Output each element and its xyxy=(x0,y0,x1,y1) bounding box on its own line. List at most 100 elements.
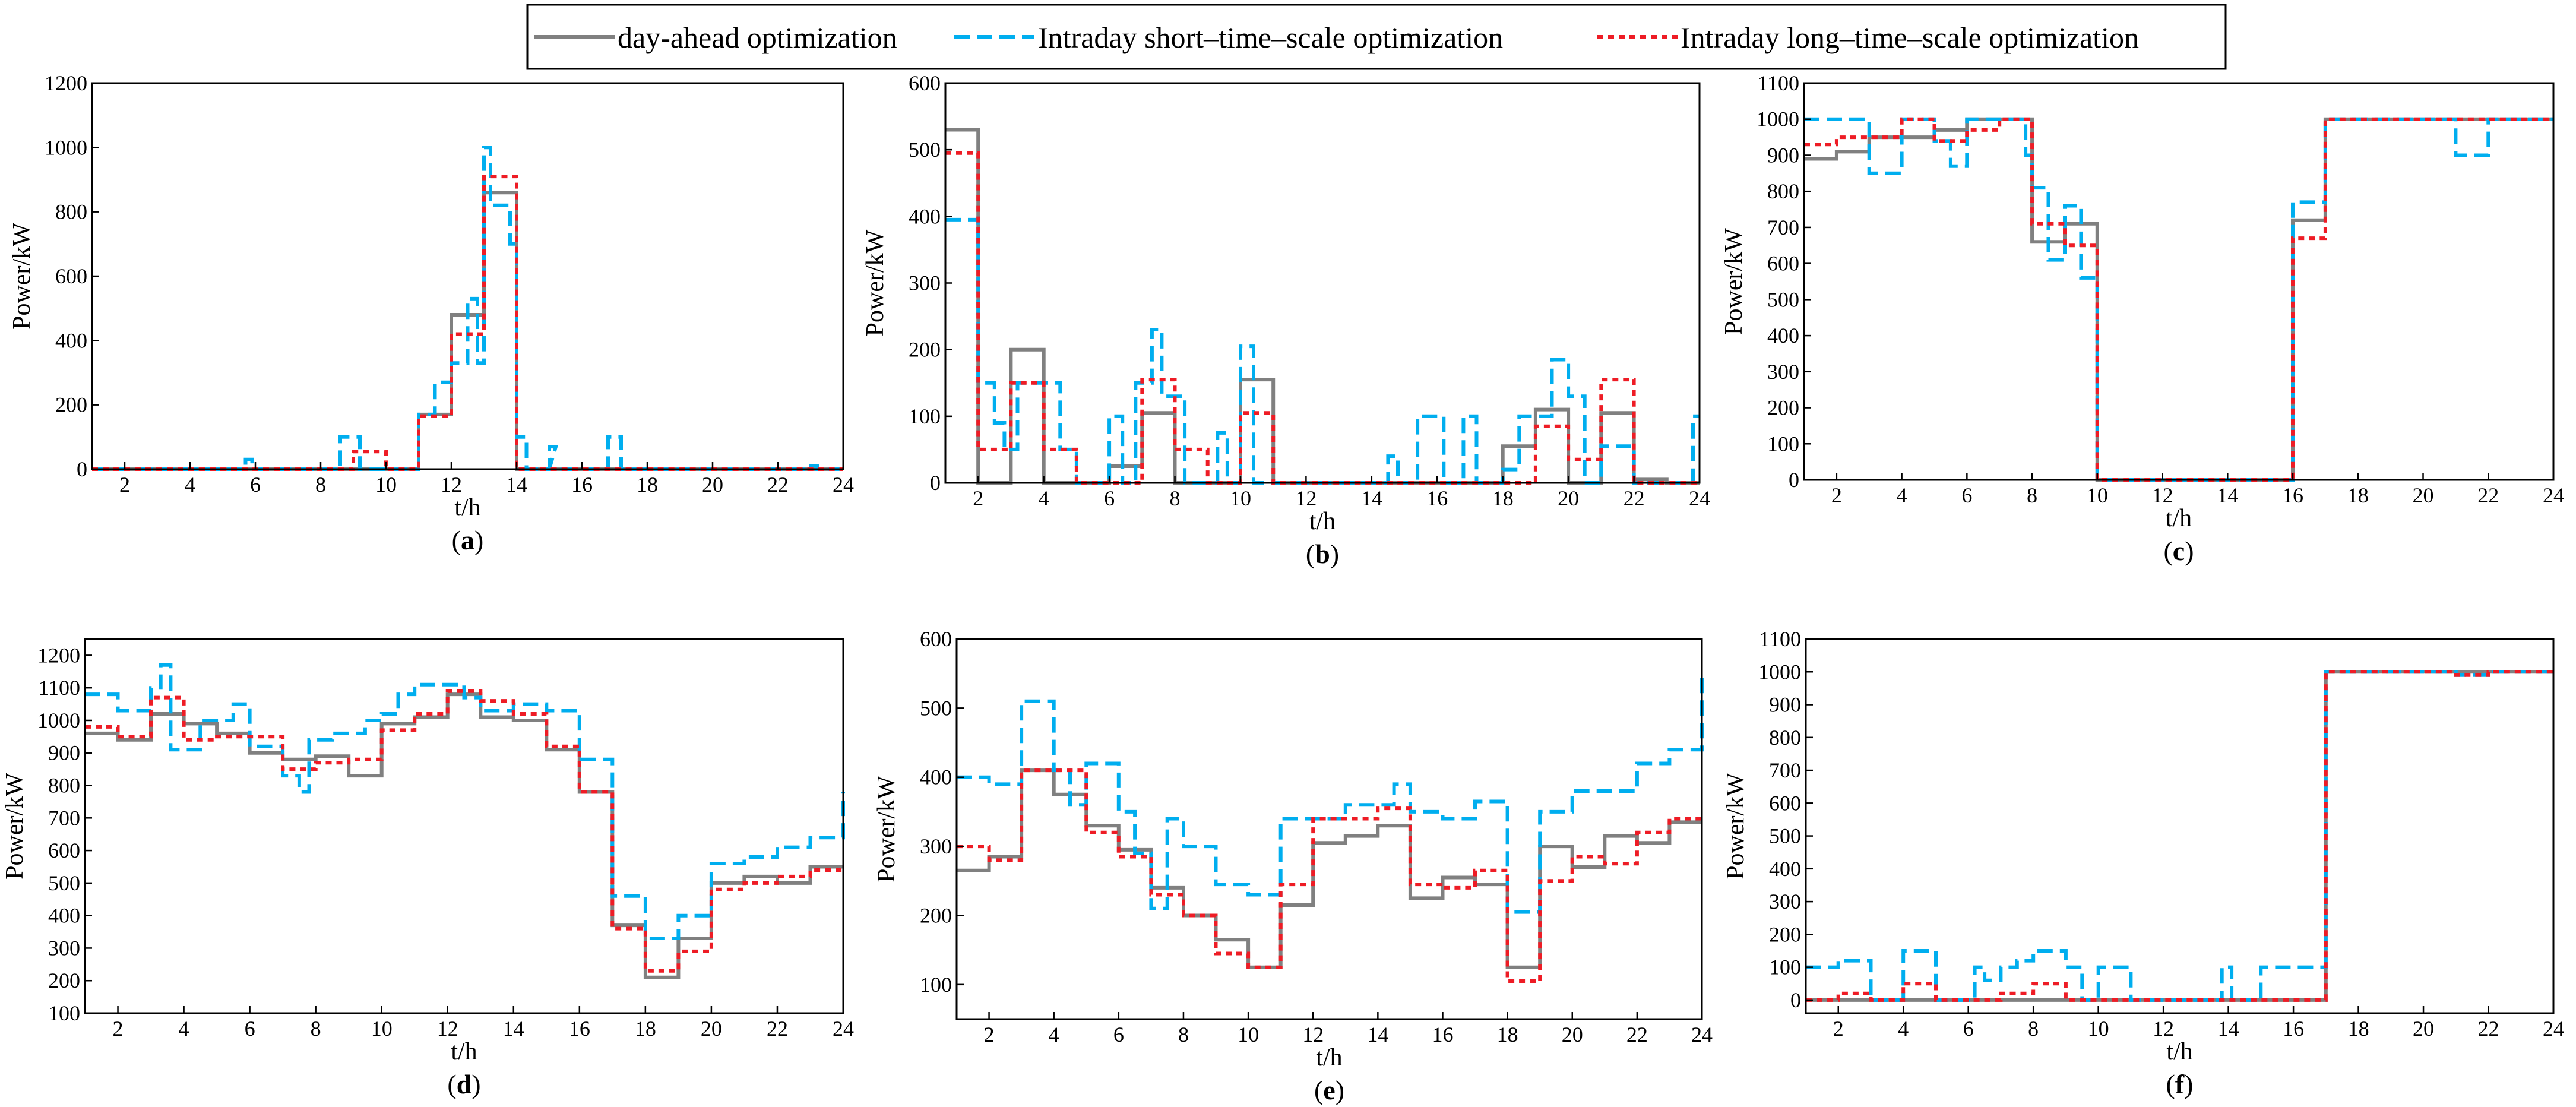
chart-panel-e: 2 4 6 8 10 12 14 16 18 20 22 24100200300400500600t/… xyxy=(873,627,1713,1105)
x-tick-label: 20 xyxy=(1562,1023,1583,1046)
y-tick-label: 400 xyxy=(55,328,87,352)
x-tick-label: 18 xyxy=(637,473,658,496)
y-axis-label: Power/kW xyxy=(1,773,29,880)
y-tick-label: 600 xyxy=(1767,252,1799,276)
chart-panel-f: 2 4 6 8 10 12 14 16 18 20 22 2401002003004005006007… xyxy=(1722,627,2564,1099)
x-tick-label: 2 xyxy=(973,486,983,510)
x-tick-label: 2 xyxy=(113,1017,124,1040)
x-tick-label: 24 xyxy=(1691,1023,1713,1046)
y-tick-label: 800 xyxy=(1769,726,1801,749)
x-tick-label: 6 xyxy=(1963,1017,1974,1040)
x-tick-label: 10 xyxy=(1230,486,1251,510)
plot-frame xyxy=(84,638,844,1014)
series-line-day-ahead xyxy=(945,128,1700,485)
x-tick-label: 12 xyxy=(437,1017,458,1040)
y-tick-label: 1000 xyxy=(1757,107,1799,131)
series-line-intraday-short xyxy=(92,146,843,471)
x-axis-label: t/h xyxy=(1309,508,1336,535)
y-tick-label: 500 xyxy=(920,696,952,720)
y-tick-label: 0 xyxy=(930,471,941,495)
y-tick-label: 300 xyxy=(48,936,80,960)
x-tick-label: 14 xyxy=(1361,486,1382,510)
y-tick-label: 700 xyxy=(48,806,80,830)
y-axis-label: Power/kW xyxy=(1720,228,1748,335)
y-axis-label: Power/kW xyxy=(8,223,36,330)
y-tick-label: 400 xyxy=(1769,857,1801,881)
x-tick-label: 4 xyxy=(1898,1017,1909,1040)
y-tick-label: 500 xyxy=(1769,824,1801,848)
y-tick-label: 200 xyxy=(55,393,87,417)
y-tick-label: 100 xyxy=(48,1001,80,1025)
panel-label: (f) xyxy=(2166,1069,2194,1099)
panel-label: (c) xyxy=(2163,536,2194,566)
x-tick-label: 20 xyxy=(2413,483,2434,507)
plot-frame xyxy=(955,638,1703,1020)
x-tick-label: 4 xyxy=(1049,1023,1059,1046)
y-tick-label: 200 xyxy=(1769,922,1801,946)
x-tick-label: 24 xyxy=(1689,486,1710,510)
x-tick-label: 20 xyxy=(701,1017,722,1040)
series-line-intraday-long xyxy=(92,175,843,471)
series-line-intraday-long xyxy=(957,768,1702,983)
x-tick-label: 18 xyxy=(2348,1017,2369,1040)
legend-label-day-ahead: day-ahead optimization xyxy=(618,21,897,54)
x-tick-label: 12 xyxy=(1302,1023,1324,1046)
y-tick-label: 100 xyxy=(1767,432,1799,456)
plot-frame xyxy=(1803,82,2555,481)
y-tick-label: 800 xyxy=(48,774,80,798)
x-tick-label: 24 xyxy=(833,1017,854,1040)
y-tick-label: 900 xyxy=(1769,693,1801,717)
y-tick-label: 1200 xyxy=(45,71,87,95)
x-tick-label: 2 xyxy=(119,473,130,496)
chart-panel-a: 2 4 6 8 10 12 14 16 18 20 22 2402004006008001000120… xyxy=(8,71,854,555)
y-axis-label: Power/kW xyxy=(862,229,889,336)
y-tick-label: 1200 xyxy=(37,643,80,667)
x-tick-label: 20 xyxy=(702,473,723,496)
y-tick-label: 500 xyxy=(48,871,80,895)
y-tick-label: 600 xyxy=(55,264,87,288)
x-axis-label: t/h xyxy=(454,494,480,521)
x-tick-label: 10 xyxy=(2087,483,2108,507)
panel-label: (a) xyxy=(452,525,484,555)
y-tick-label: 200 xyxy=(909,338,941,362)
x-tick-label: 2 xyxy=(1831,483,1842,507)
y-tick-label: 1100 xyxy=(1757,71,1799,95)
y-tick-label: 100 xyxy=(1769,956,1801,979)
y-tick-label: 800 xyxy=(55,200,87,224)
y-tick-label: 1000 xyxy=(45,135,87,159)
legend-label-intraday-long: Intraday long–time–scale optimization xyxy=(1681,21,2139,54)
x-tick-label: 16 xyxy=(571,473,593,496)
x-axis-label: t/h xyxy=(2166,505,2192,532)
y-tick-label: 800 xyxy=(1767,179,1799,203)
legend: day-ahead optimization Intraday short–ti… xyxy=(526,4,2227,70)
chart-panel-c: 2 4 6 8 10 12 14 16 18 20 22 2401002003004005006007… xyxy=(1720,71,2564,566)
y-tick-label: 1100 xyxy=(1759,627,1801,651)
x-tick-label: 22 xyxy=(2477,483,2499,507)
plot-frame xyxy=(1805,638,2555,1014)
y-axis-label: Power/kW xyxy=(873,776,900,883)
y-tick-label: 600 xyxy=(920,627,952,651)
x-tick-label: 20 xyxy=(2413,1017,2434,1040)
x-tick-label: 6 xyxy=(250,473,261,496)
x-tick-label: 18 xyxy=(2347,483,2369,507)
legend-label-intraday-short: Intraday short–time–scale optimization xyxy=(1038,21,1503,54)
series-line-intraday-long xyxy=(1806,670,2553,1002)
x-tick-label: 4 xyxy=(185,473,195,496)
y-tick-label: 700 xyxy=(1767,216,1799,239)
y-tick-label: 200 xyxy=(1767,396,1799,420)
y-tick-label: 0 xyxy=(1790,988,1801,1012)
x-tick-label: 16 xyxy=(1432,1023,1453,1046)
y-tick-label: 600 xyxy=(1769,791,1801,815)
x-tick-label: 24 xyxy=(2543,483,2564,507)
y-tick-label: 300 xyxy=(920,834,952,858)
y-tick-label: 400 xyxy=(1767,324,1799,347)
y-tick-label: 300 xyxy=(1769,890,1801,913)
y-tick-label: 400 xyxy=(909,204,941,228)
series-line-intraday-long xyxy=(1804,117,2553,482)
x-axis-label: t/h xyxy=(2166,1038,2192,1065)
x-tick-label: 8 xyxy=(1170,486,1181,510)
x-tick-label: 16 xyxy=(2283,1017,2304,1040)
panel-label: (d) xyxy=(447,1069,480,1099)
x-tick-label: 24 xyxy=(2543,1017,2564,1040)
x-tick-label: 18 xyxy=(1492,486,1514,510)
